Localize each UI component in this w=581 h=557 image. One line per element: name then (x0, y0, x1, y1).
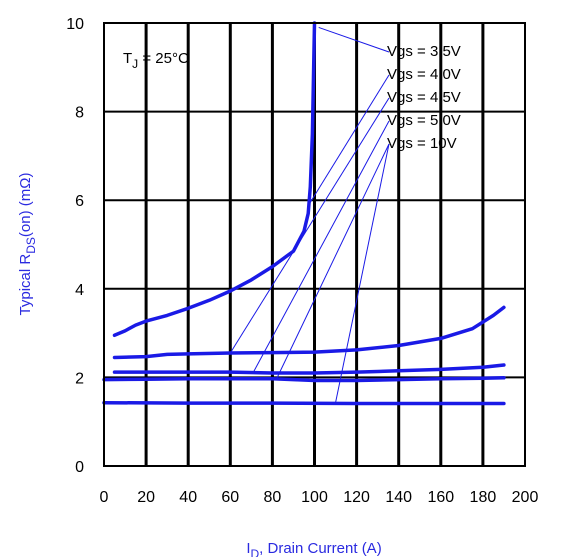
leader-line (309, 74, 390, 203)
y-tick-label: 4 (75, 282, 84, 299)
y-axis-label: Typical RDS(on) (mΩ) (17, 173, 38, 316)
series-line-3 (112, 363, 506, 375)
series-label-2: Vgs = 4.0V (387, 66, 461, 83)
series-line-5 (102, 400, 506, 406)
series-label-3: Vgs = 4.5V (387, 89, 461, 106)
series-label-1: Vgs = 3.5V (387, 43, 461, 60)
leader-line (318, 26, 390, 53)
x-tick-label: 120 (343, 489, 370, 506)
x-tick-label: 40 (179, 489, 197, 506)
x-tick-label: 20 (137, 489, 155, 506)
leader-line (276, 143, 390, 379)
x-tick-label: 80 (264, 489, 282, 506)
y-tick-label: 0 (75, 459, 84, 476)
legend-leader-lines (229, 26, 390, 403)
series-labels: Vgs = 3.5V Vgs = 4.0V Vgs = 4.5V Vgs = 5.0V… (387, 43, 461, 152)
series-label-5: Vgs = 10V (387, 135, 457, 152)
series-line-4 (102, 376, 506, 383)
plot-border (103, 22, 526, 467)
temperature-annotation: TJ = 25°C (123, 50, 189, 71)
x-tick-label: 140 (385, 489, 412, 506)
x-tick-labels: 0 20 40 60 80 100 120 140 160 180 200 (100, 489, 539, 506)
y-tick-label: 8 (75, 105, 84, 122)
y-tick-label: 10 (66, 16, 84, 33)
y-tick-labels: 0 2 4 6 8 10 (66, 16, 84, 476)
x-tick-label: 100 (301, 489, 328, 506)
leader-line (253, 120, 390, 373)
x-tick-label: 160 (427, 489, 454, 506)
x-tick-label: 60 (221, 489, 239, 506)
series-layer (102, 21, 506, 406)
leader-line (335, 143, 390, 403)
leader-line (229, 97, 390, 354)
series-line-2 (112, 305, 506, 360)
series-line-1 (112, 21, 317, 338)
y-tick-label: 2 (75, 370, 84, 387)
series-label-4: Vgs = 5.0V (387, 112, 461, 129)
x-tick-label: 0 (100, 489, 109, 506)
x-axis-label: ID, Drain Current (A) (246, 540, 381, 557)
y-tick-label: 6 (75, 193, 84, 210)
x-tick-label: 180 (470, 489, 497, 506)
x-tick-label: 200 (512, 489, 539, 506)
